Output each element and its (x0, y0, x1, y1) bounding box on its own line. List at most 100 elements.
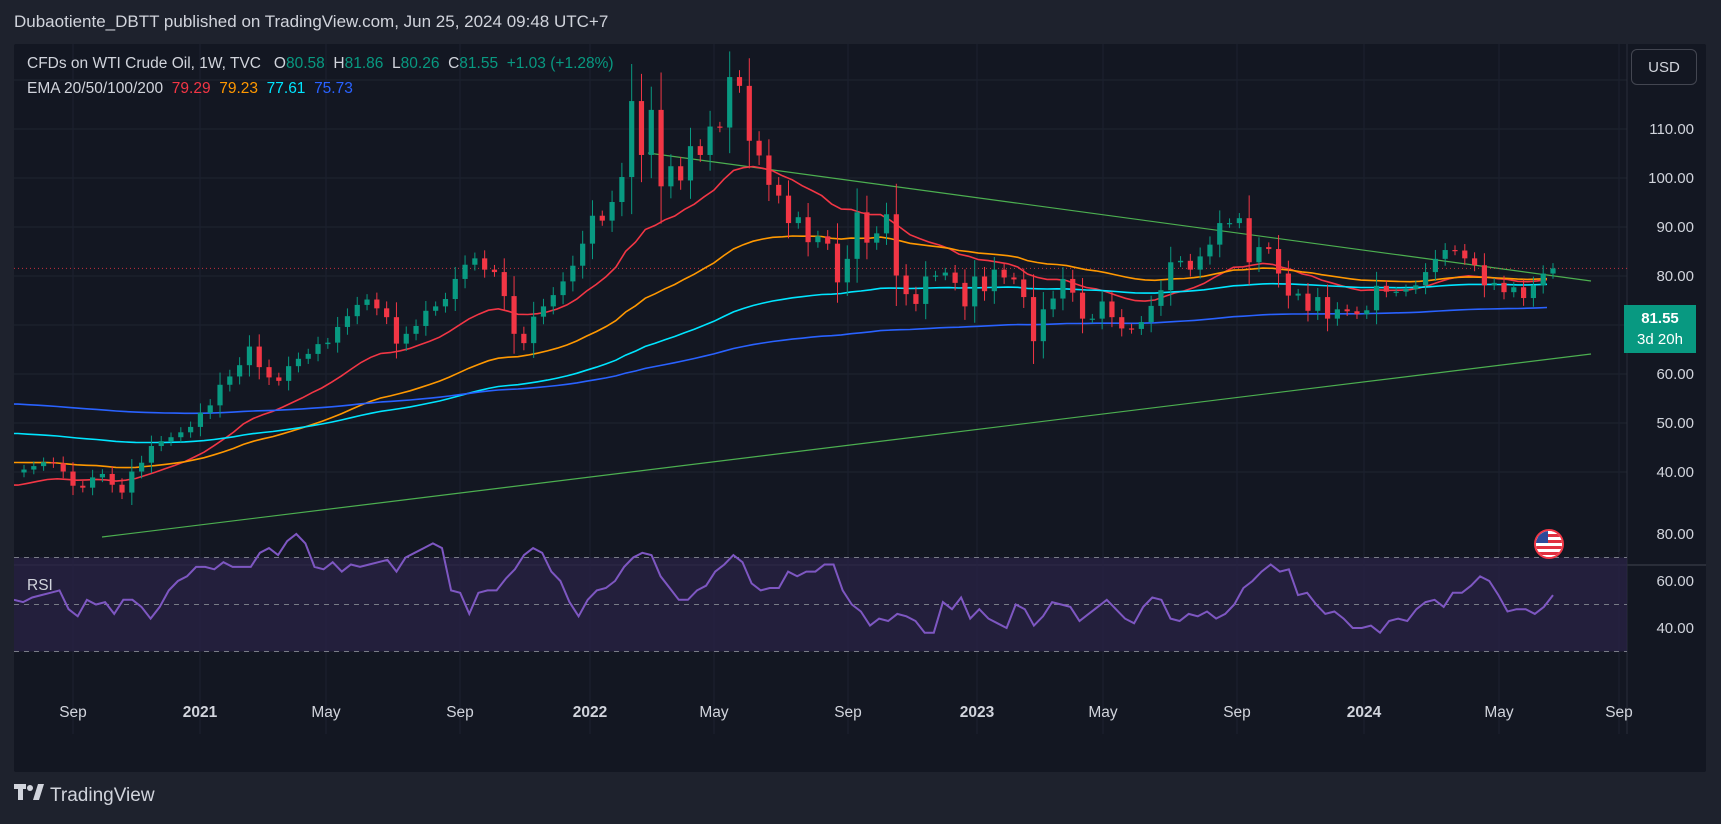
high-label: H (333, 55, 345, 72)
candle-body (1452, 250, 1458, 252)
candle-body (21, 469, 27, 473)
candle-body (1138, 322, 1144, 329)
us-flag-icon[interactable] (1534, 529, 1564, 559)
candle-body (1119, 317, 1125, 329)
candle-body (335, 326, 341, 343)
rsi-tick-label: 80.00 (1656, 526, 1694, 543)
candle-body (1550, 268, 1556, 274)
candle-body (452, 278, 458, 300)
ema20-value: 79.29 (171, 80, 211, 97)
candle-body (981, 276, 988, 292)
ema50-value: 79.23 (219, 80, 259, 97)
time-tick-label: Sep (446, 704, 474, 721)
candle-body (1099, 301, 1105, 319)
candle-body (668, 166, 674, 187)
candle-body (70, 471, 76, 486)
last-price-value: 81.55 (1641, 310, 1679, 327)
ema-legend: EMA 20/50/100/200 79.29 79.23 77.61 75.7… (27, 80, 353, 98)
candle-body (41, 462, 47, 467)
candle-body (952, 272, 958, 283)
time-tick-label: Sep (1605, 704, 1633, 721)
candle-body (1285, 273, 1291, 296)
candle-body (1177, 260, 1184, 263)
ema200-value: 75.73 (314, 80, 353, 97)
candle-body (1050, 298, 1056, 310)
time-axis: Sep 2021 May Sep 2022 May Sep 2023 May Sep 2024 May… (59, 704, 1633, 721)
candle-body (197, 412, 204, 427)
ema100-value: 77.61 (266, 80, 306, 97)
currency-button[interactable]: USD (1631, 49, 1697, 85)
symbol-name[interactable]: CFDs on WTI Crude Oil, 1W, TVC (27, 55, 261, 72)
candle-body (80, 485, 86, 488)
candle-body (717, 126, 723, 128)
candle-body (266, 367, 272, 378)
candle-body (1187, 260, 1193, 270)
candle-body (1246, 218, 1252, 263)
candle-body (903, 275, 909, 295)
ema-lines (14, 165, 1548, 486)
ema50-line (14, 235, 1548, 469)
candle-body (1540, 273, 1546, 286)
low-value: 80.26 (400, 55, 440, 72)
candle-body (1207, 244, 1213, 257)
candle-body (413, 325, 419, 334)
time-tick-label: May (1484, 704, 1514, 721)
candle-body (1001, 269, 1007, 278)
publisher-header: Dubaotiente_DBTT published on TradingVie… (14, 12, 609, 31)
candle-body (1275, 249, 1282, 274)
candle-body (344, 316, 351, 327)
candle-body (1109, 301, 1115, 318)
chart-canvas[interactable]: 40.0050.0060.0070.0080.0090.00100.00110.… (14, 44, 1706, 772)
time-tick-label: May (699, 704, 729, 721)
candle-body (433, 306, 439, 311)
candle-body (188, 426, 194, 433)
candle-body (442, 299, 449, 307)
candle-body (932, 275, 939, 277)
price-axis: 40.0050.0060.0070.0080.0090.00100.00110.… (1648, 72, 1694, 481)
candle-body (1011, 277, 1017, 280)
rsi-label[interactable]: RSI (27, 577, 53, 594)
ema-label[interactable]: EMA 20/50/100/200 (27, 80, 164, 97)
candle-body (119, 484, 125, 493)
rsi-tick-label: 60.00 (1656, 573, 1694, 590)
high-value: 81.86 (344, 55, 384, 72)
candle-body (991, 269, 997, 292)
tradingview-logo[interactable]: TradingView (14, 784, 155, 808)
time-tick-label: May (1088, 704, 1118, 721)
candle-body (1501, 282, 1507, 293)
ema200-line (14, 306, 1548, 415)
candle-body (276, 377, 282, 381)
triangle-trendlines (14, 152, 1627, 538)
candle-body (540, 306, 547, 317)
candle-body (746, 85, 752, 141)
price-tick-label: 100.00 (1648, 170, 1694, 187)
candle-body (423, 310, 429, 326)
candle-body (619, 177, 625, 203)
candle-body (364, 299, 370, 305)
candle-body (295, 358, 302, 367)
time-tick-label: Sep (1223, 704, 1251, 721)
candle-body (1217, 223, 1223, 245)
candle-body (1168, 262, 1174, 291)
candle-body (756, 140, 762, 156)
candle-body (589, 215, 596, 244)
candle-body (1530, 285, 1536, 299)
candle-body (1442, 250, 1448, 259)
candle-body (462, 264, 468, 279)
candle-body (1197, 256, 1203, 270)
time-tick-label: May (311, 704, 341, 721)
candle-body (1403, 289, 1409, 292)
candle-body (1432, 258, 1438, 273)
price-tick-label: 90.00 (1656, 219, 1694, 236)
rsi-line (14, 532, 1554, 635)
candle-body (962, 282, 968, 307)
candle-body (727, 77, 733, 128)
candle-body (834, 243, 841, 283)
candle-body (893, 214, 899, 276)
candle-body (168, 437, 174, 442)
candle-body (531, 316, 537, 344)
candle-body (1393, 291, 1399, 293)
tradingview-logo-icon (14, 784, 44, 808)
candle-body (1158, 290, 1164, 306)
open-value: 80.58 (285, 55, 325, 72)
